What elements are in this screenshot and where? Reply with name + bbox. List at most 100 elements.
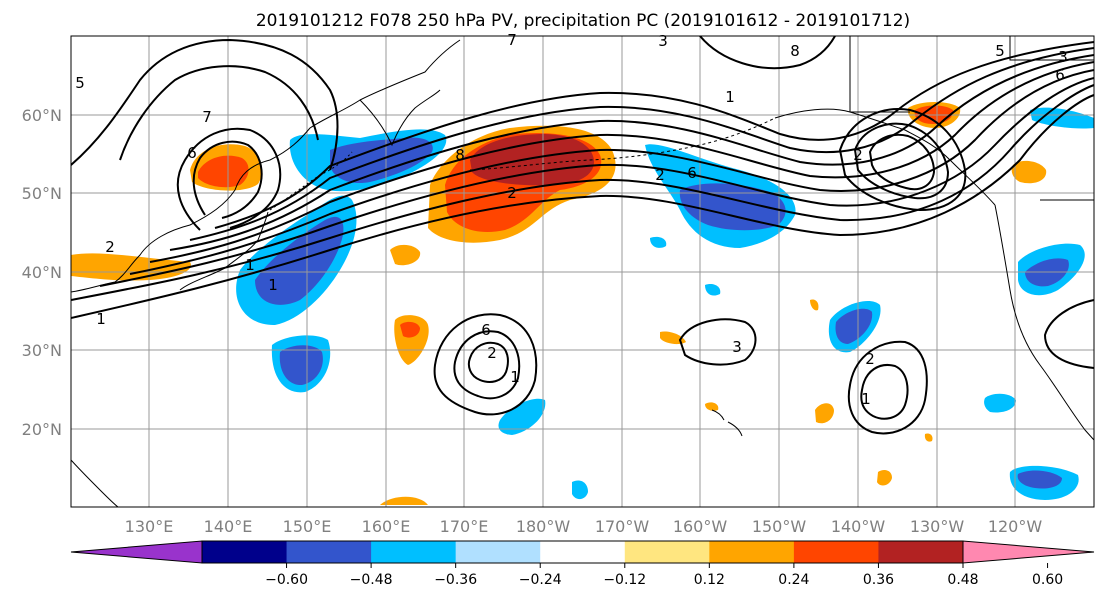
colorbar-tick-label: −0.48 bbox=[350, 572, 393, 588]
colorbar-segment bbox=[540, 541, 626, 563]
contour-label: 2 bbox=[487, 344, 497, 362]
precip-positive-8 bbox=[924, 433, 933, 442]
longitude-label: 130°E bbox=[125, 517, 174, 536]
contour-label: 8 bbox=[790, 42, 800, 60]
map-frame bbox=[70, 35, 1095, 508]
contour-label: 3 bbox=[658, 32, 668, 50]
pv-contour-north-edge bbox=[699, 36, 836, 70]
pv-contour bbox=[149, 61, 1094, 263]
pv-contour bbox=[189, 47, 1094, 241]
contour-label: 1 bbox=[725, 88, 735, 106]
colorbar-segment bbox=[371, 541, 457, 563]
contour-label: 2 bbox=[507, 184, 517, 202]
longitude-label: 140°W bbox=[831, 517, 886, 536]
contour-label: 1 bbox=[510, 368, 520, 386]
pv-contour-ne-low bbox=[853, 122, 950, 200]
coast-kamchatka bbox=[359, 89, 441, 147]
precip-negative-8 bbox=[572, 480, 588, 500]
colorbar-tick-label: 0.12 bbox=[694, 572, 725, 588]
precip-negative-5-core bbox=[1017, 470, 1062, 489]
precip-negative-1-core bbox=[279, 345, 323, 386]
pv-contours bbox=[71, 36, 1094, 435]
pv-contour bbox=[71, 84, 1094, 301]
colorbar-tick-label: −0.12 bbox=[603, 572, 646, 588]
pv-contour-east-low bbox=[1043, 299, 1094, 369]
colorbar-tick-label: 0.24 bbox=[778, 572, 809, 588]
pv-contour-tropical-east2 bbox=[860, 364, 909, 420]
contour-label: 1 bbox=[96, 310, 106, 328]
coastlines bbox=[71, 39, 1094, 507]
colorbar-tick-label: 0.48 bbox=[947, 572, 978, 588]
coast-asia bbox=[71, 39, 461, 293]
latitude-label: 20°N bbox=[22, 420, 62, 439]
colorbar-tick-label: −0.36 bbox=[434, 572, 477, 588]
colorbar-tick-label: −0.60 bbox=[265, 572, 308, 588]
longitude-label: 180°W bbox=[516, 517, 571, 536]
colorbar-tick-label: −0.24 bbox=[519, 572, 562, 588]
colorbar-tick-label: 0.36 bbox=[863, 572, 894, 588]
longitude-label: 170°W bbox=[595, 517, 650, 536]
precip-positive-central-core bbox=[470, 134, 595, 186]
colorbar-extension-high bbox=[962, 540, 1095, 564]
colorbar-tick-labels: −0.60 −0.48 −0.36 −0.24 −0.12 0.12 0.24 0.36 0.4… bbox=[265, 563, 1063, 588]
colorbar bbox=[70, 540, 1095, 564]
precip-positive-5 bbox=[877, 470, 892, 486]
precip-positive-bc bbox=[1011, 160, 1047, 184]
pv-contour-tropical-west bbox=[453, 330, 521, 400]
longitude-labels: 130°E 140°E 150°E 160°E 170°E 180°W 170°W 160°W… bbox=[125, 517, 1043, 536]
pv-contour bbox=[99, 77, 1094, 287]
precip-negative-3 bbox=[498, 398, 546, 435]
contour-label: 2 bbox=[853, 146, 863, 164]
latitude-label: 30°N bbox=[22, 341, 62, 360]
colorbar-segment bbox=[709, 541, 795, 563]
precip-positive-1 bbox=[390, 244, 421, 266]
contour-label: 2 bbox=[655, 166, 665, 184]
pv-contour-ne-low bbox=[838, 108, 967, 212]
contour-label: 3 bbox=[732, 338, 742, 356]
pv-contour-trough-west bbox=[176, 127, 282, 231]
longitude-label: 170°E bbox=[440, 517, 489, 536]
colorbar-tick-label: 0.60 bbox=[1032, 572, 1063, 588]
pv-contour-tropical-west bbox=[433, 313, 538, 416]
coast-aleutians bbox=[469, 117, 776, 171]
longitude-label: 120°W bbox=[988, 517, 1043, 536]
colorbar-segment bbox=[624, 541, 710, 563]
longitude-label: 160°W bbox=[673, 517, 728, 536]
contour-label: 3 bbox=[1058, 48, 1068, 66]
contour-label: 7 bbox=[507, 31, 517, 49]
precip-negative-9 bbox=[650, 236, 667, 248]
pv-contour-tropical-east2 bbox=[847, 340, 928, 435]
region-outline bbox=[849, 36, 1094, 201]
contour-label: 2 bbox=[105, 238, 115, 256]
pv-contour bbox=[71, 94, 1094, 319]
contour-label: 2 bbox=[865, 350, 875, 368]
contour-label: 6 bbox=[1055, 66, 1065, 84]
latitude-label: 40°N bbox=[22, 263, 62, 282]
contour-label: 1 bbox=[268, 276, 278, 294]
precip-negative-band-west-core bbox=[255, 216, 344, 305]
contour-label: 7 bbox=[202, 108, 212, 126]
longitude-label: 130°W bbox=[910, 517, 965, 536]
colorbar-extension-low bbox=[70, 540, 203, 564]
precip-negative-gulf-core bbox=[679, 183, 786, 231]
latitude-label: 60°N bbox=[22, 106, 62, 125]
precip-positive-3 bbox=[380, 496, 428, 505]
precip-positive-kamchatka-core bbox=[198, 155, 249, 188]
pv-contour-ridge-west bbox=[119, 65, 319, 161]
precip-negative-7 bbox=[1030, 107, 1094, 129]
contour-label: 1 bbox=[245, 256, 255, 274]
colorbar-segment bbox=[878, 541, 964, 563]
longitude-label: 150°E bbox=[283, 517, 332, 536]
longitude-label: 160°E bbox=[362, 517, 411, 536]
pv-contour-tropical-west bbox=[467, 341, 509, 383]
colorbar-segment bbox=[793, 541, 879, 563]
precip-positive-9 bbox=[705, 402, 719, 411]
longitude-label: 140°E bbox=[204, 517, 253, 536]
contour-label: 6 bbox=[687, 164, 697, 182]
pv-contour bbox=[129, 69, 1094, 275]
contour-label: 5 bbox=[75, 74, 85, 92]
pv-contour-ridge-west bbox=[71, 38, 339, 171]
coast-north-america bbox=[994, 204, 1094, 441]
